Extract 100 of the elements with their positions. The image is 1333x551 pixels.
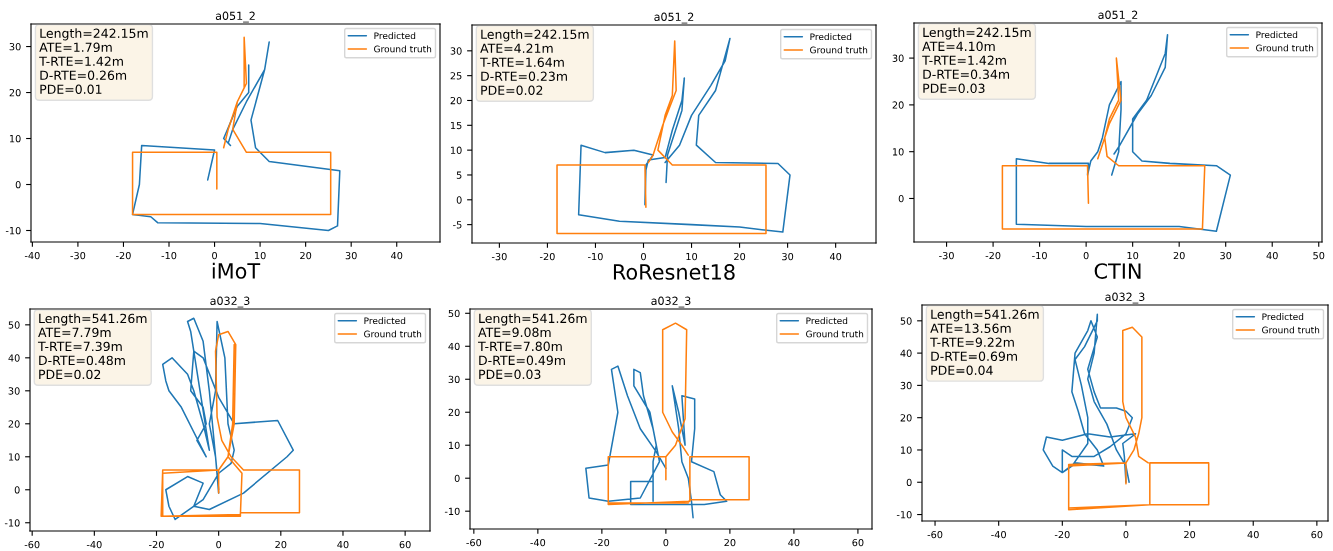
x-tick-label: -20 (149, 540, 164, 549)
legend-label: Predicted (364, 317, 406, 325)
x-tick-label: -10 (1032, 251, 1047, 260)
x-tick-label: 30 (1220, 251, 1232, 260)
x-tick-label: 0 (663, 538, 669, 547)
annotation: Length=242.15m ATE=4.10m T-RTE=1.42m D-RTE=0.34m PDE=0.03 (922, 27, 1031, 94)
x-tick-label: 20 (275, 540, 287, 549)
text: iMoT (212, 262, 261, 279)
annotation: Length=541.26m ATE=13.56m T-RTE=9.22m D-RTE=0.69m PDE=0.04 (930, 309, 1039, 375)
legend-label: Ground truth (810, 46, 868, 54)
x-tick-label: 0 (1123, 530, 1129, 539)
x-tick-label: -10 (161, 251, 177, 260)
x-tick-label: 10 (254, 251, 266, 260)
line-series (1067, 326, 1210, 511)
x-tick-label: 40 (829, 252, 842, 261)
y-tick-label: 10 (900, 446, 912, 454)
y-tick-label: -5 (453, 221, 462, 229)
legend-label: Ground truth (374, 45, 432, 53)
y-tick-label: -10 (5, 226, 21, 235)
line-series (585, 365, 728, 519)
y-tick-label: 50 (448, 309, 460, 318)
x-tick-label: 40 (1247, 530, 1259, 539)
y-tick-label: -10 (444, 507, 460, 516)
y-tick-label: -10 (4, 519, 20, 527)
y-tick-label: 50 (900, 317, 912, 325)
x-tick-label: -40 (86, 540, 102, 549)
x-tick-label: -30 (70, 251, 86, 260)
annotation: Length=242.15m ATE=1.79m T-RTE=1.42m D-RTE=0.26m PDE=0.01 (39, 28, 148, 95)
text: CTIN (1094, 263, 1141, 279)
y-tick-label: 20 (9, 89, 21, 97)
y-tick-label: 10 (448, 441, 460, 450)
x-tick-label: 40 (337, 540, 349, 549)
y-tick-label: 0 (898, 194, 904, 203)
legend-label: Predicted (806, 317, 848, 325)
y-tick-label: 30 (448, 375, 460, 384)
y-tick-label: 20 (900, 414, 912, 422)
x-tick-label: 20 (1173, 251, 1185, 260)
x-tick-label: 60 (1311, 530, 1323, 539)
x-tick-label: -40 (530, 538, 546, 547)
x-tick-label: 10 (686, 252, 698, 261)
x-tick-label: 30 (782, 252, 794, 261)
x-tick-label: -60 (466, 538, 482, 547)
line-series (1042, 313, 1137, 484)
y-tick-label: 20 (8, 420, 20, 428)
y-tick-label: 25 (450, 72, 462, 80)
x-tick-label: 60 (399, 540, 411, 549)
y-tick-label: 0 (456, 196, 462, 204)
y-tick-label: 0 (906, 478, 912, 487)
y-tick-label: 20 (450, 96, 462, 105)
line-series (607, 322, 750, 506)
x-tick-label: -20 (985, 251, 1001, 260)
y-tick-label: 20 (892, 101, 904, 109)
y-tick-label: 15 (450, 121, 462, 130)
y-tick-label: 10 (9, 135, 21, 143)
y-tick-label: 40 (900, 349, 912, 357)
x-tick-label: -30 (939, 251, 954, 260)
text: RoResnet18 (613, 264, 735, 280)
x-tick-label: 0 (1083, 251, 1089, 260)
x-tick-label: 0 (212, 251, 217, 260)
legend-label: Ground truth (1262, 326, 1320, 334)
x-tick-label: -40 (991, 530, 1006, 539)
y-tick-label: 0 (14, 486, 20, 494)
y-tick-label: 30 (450, 47, 462, 55)
chart-title: a051_2 (215, 11, 255, 23)
y-tick-label: 50 (8, 321, 20, 329)
chart-title: a051_2 (1098, 10, 1138, 22)
x-tick-label: 20 (300, 251, 312, 260)
legend-label: Ground truth (806, 330, 864, 338)
x-tick-label: 60 (852, 538, 864, 547)
y-tick-label: 40 (448, 342, 460, 351)
y-tick-label: 0 (15, 180, 21, 189)
x-tick-label: 40 (788, 538, 800, 547)
x-tick-label: -20 (1054, 530, 1070, 539)
y-tick-label: 30 (892, 54, 904, 62)
y-tick-label: 40 (8, 354, 20, 362)
y-tick-label: 30 (9, 43, 21, 51)
x-tick-label: -60 (927, 530, 943, 539)
chart-title: a051_2 (654, 12, 694, 24)
legend-label: Predicted (1262, 313, 1304, 321)
x-tick-label: 40 (391, 251, 403, 260)
x-tick-label: -60 (24, 540, 40, 549)
x-tick-label: 40 (1266, 251, 1278, 260)
annotation: Length=541.26m ATE=7.79m T-RTE=7.39m D-RTE=0.48m PDE=0.02 (37, 313, 147, 380)
y-tick-label: 10 (892, 148, 904, 156)
legend-label: Ground truth (1256, 44, 1314, 52)
annotation: Length=242.15m ATE=4.21m T-RTE=1.64m D-RTE=0.23m PDE=0.02 (480, 29, 589, 96)
y-tick-label: 30 (8, 387, 20, 395)
legend-label: Predicted (374, 32, 416, 40)
y-tick-label: 20 (448, 408, 460, 417)
x-tick-label: 20 (724, 538, 736, 547)
x-tick-label: -10 (587, 252, 603, 261)
x-tick-label: 10 (1127, 251, 1139, 260)
x-tick-label: -20 (539, 252, 555, 261)
x-tick-label: -20 (115, 251, 131, 260)
x-tick-label: 30 (345, 251, 357, 260)
y-tick-label: 5 (456, 171, 462, 179)
chart-title: a032_3 (651, 296, 691, 308)
y-tick-label: 0 (454, 474, 460, 483)
x-tick-label: -40 (24, 251, 40, 260)
chart-title: a032_3 (210, 296, 250, 308)
